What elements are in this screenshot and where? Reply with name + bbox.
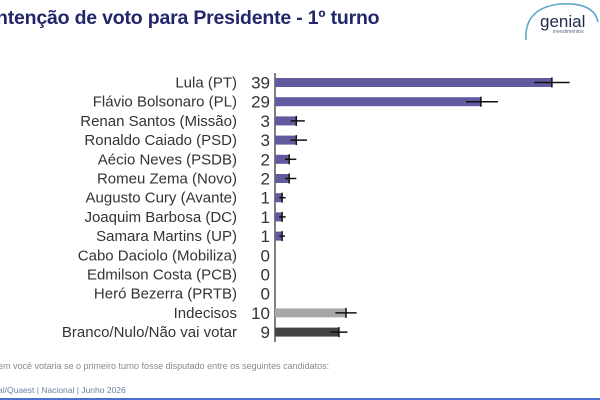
source-note: al/Quaest | Nacional | Junho 2026 — [0, 385, 126, 395]
bottom-rule — [0, 398, 600, 400]
category-label: Ronaldo Caiado (PSD) — [84, 132, 237, 149]
bar — [275, 97, 481, 107]
value-label: 0 — [261, 266, 270, 285]
value-label: 3 — [261, 131, 270, 150]
bar — [275, 174, 290, 183]
value-label: 2 — [261, 150, 270, 169]
category-label: Branco/Nulo/Não vai votar — [62, 324, 237, 341]
value-label: 29 — [251, 93, 270, 112]
value-label: 1 — [261, 208, 270, 227]
value-label: 0 — [261, 285, 270, 304]
value-label: 1 — [261, 227, 270, 246]
category-label: Renan Santos (Missão) — [80, 113, 237, 130]
logo-swoosh — [525, 3, 599, 41]
value-label: 39 — [251, 74, 270, 93]
bar — [275, 193, 283, 203]
logo-text: genial — [540, 12, 585, 31]
bar — [275, 135, 297, 145]
category-label: Flávio Bolsonaro (PL) — [93, 94, 237, 111]
category-label: Heró Bezerra (PRTB) — [94, 286, 237, 303]
category-label: Lula (PT) — [175, 75, 237, 92]
page-title: ntenção de voto para Presidente - 1º tur… — [0, 7, 380, 29]
bar — [275, 154, 290, 164]
value-label: 10 — [251, 304, 270, 323]
category-label: Joaquim Barbosa (DC) — [84, 209, 237, 226]
category-label: Aécio Neves (PSDB) — [98, 151, 237, 168]
category-label: Indecisos — [174, 305, 237, 322]
bar — [275, 308, 346, 318]
category-label: Cabo Daciolo (Mobiliza) — [78, 247, 237, 264]
value-label: 3 — [261, 112, 270, 131]
value-label: 9 — [261, 323, 270, 342]
category-label: Samara Martins (UP) — [96, 228, 237, 245]
bar — [275, 231, 283, 241]
bar — [275, 212, 283, 222]
value-label: 1 — [261, 189, 270, 208]
genial-logo: genial investimentos — [525, 3, 599, 41]
bar — [275, 327, 339, 337]
value-label: 2 — [261, 170, 270, 189]
bar — [275, 116, 297, 126]
footnote: em você votaria se o primeiro turno foss… — [0, 361, 330, 371]
bar — [275, 78, 552, 87]
category-label: Romeu Zema (Novo) — [97, 171, 237, 188]
logo-subtext: investimentos — [553, 29, 584, 35]
value-label: 0 — [261, 246, 270, 265]
category-label: Augusto Cury (Avante) — [86, 190, 237, 207]
category-label: Edmilson Costa (PCB) — [87, 267, 237, 284]
